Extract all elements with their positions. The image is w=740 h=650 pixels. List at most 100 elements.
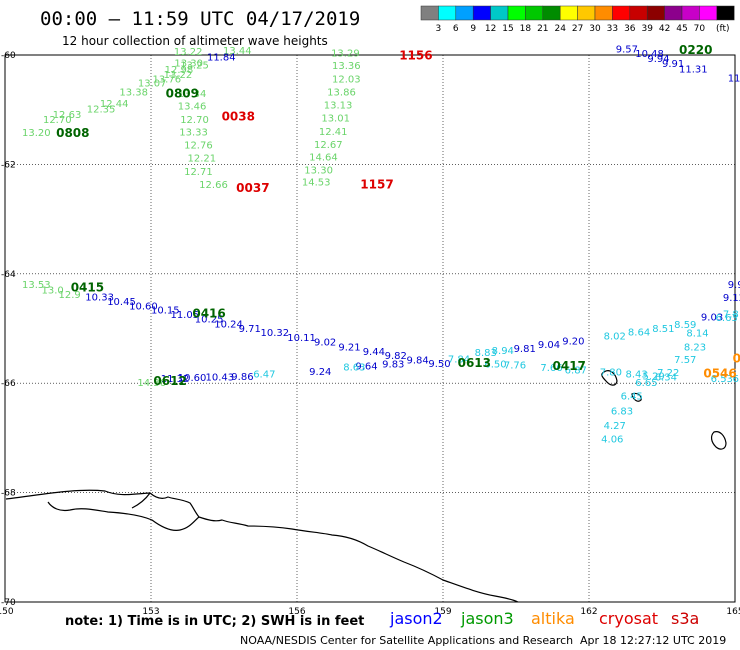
wave-height-value: 14.36	[137, 378, 166, 389]
wave-height-value: 9.44	[363, 347, 385, 358]
wave-height-value: 10.60	[178, 373, 207, 384]
lon-label: 162	[580, 607, 597, 617]
wave-height-value: 11.31	[679, 65, 708, 76]
wave-height-value: 8.64	[628, 328, 650, 339]
pass-time-label: 0613	[458, 356, 491, 370]
footer-note: note: 1) Time is in UTC; 2) SWH is in fe…	[65, 614, 364, 629]
wave-height-value: 12.63	[53, 110, 82, 121]
legend-swatch	[629, 5, 648, 21]
satellite-name: cryosat	[599, 609, 658, 628]
wave-height-value: 13.07	[138, 79, 167, 90]
wave-height-value: 8.51	[652, 324, 674, 335]
wave-height-value: 12.67	[314, 140, 343, 151]
wave-height-value: 12.76	[184, 141, 213, 152]
wave-height-value: 13.30	[174, 58, 203, 69]
pass-time-label: 0415	[71, 280, 104, 294]
wave-height-value: 13.29	[331, 49, 360, 60]
legend-swatch	[577, 5, 596, 21]
wave-height-value: 10.15	[151, 306, 180, 317]
lat-label: -60	[1, 51, 16, 61]
satellite-legend: jason2 jason3 altika cryosat s3a	[389, 609, 699, 628]
satellite-name: s3a	[671, 609, 699, 628]
island-1	[601, 370, 618, 386]
pass-time-label: 0038	[222, 110, 255, 124]
wave-height-value: 6.47	[253, 370, 275, 381]
legend-swatch	[646, 5, 665, 21]
color-legend: 3 6 9 12 15 18 21 24 27 30 33 36 39 42 45 70 (ft)	[420, 5, 735, 34]
wave-height-value: 9.81	[514, 344, 536, 355]
wave-height-value: 10.43	[206, 372, 235, 383]
wave-height-value: 8.94	[492, 346, 514, 357]
lon-label: 150	[0, 607, 14, 617]
antarctic-coast	[5, 489, 519, 603]
lon-label: 159	[434, 607, 451, 617]
coast-inlet	[47, 501, 200, 531]
wave-height-value: 8.83	[475, 348, 497, 359]
satellite-name: jason2	[389, 609, 443, 628]
legend-swatch	[699, 5, 718, 21]
lat-label: -68	[1, 489, 16, 499]
wave-height-value: 7.57	[674, 355, 696, 366]
wave-height-value: 12.70	[180, 115, 209, 126]
legend-label: 33	[607, 24, 618, 34]
pass-time-label: 0417	[553, 359, 586, 373]
legend-swatch	[594, 5, 613, 21]
wave-height-value: 13.34	[178, 89, 207, 100]
legend-swatch	[507, 5, 526, 21]
map-title: 00:00 – 11:59 UTC 04/17/2019	[40, 8, 360, 30]
legend-swatch	[455, 5, 474, 21]
wave-height-value: 9.03	[701, 312, 723, 323]
axis-labels: -60 -62 -64 -66 -68 -70150 153 156 159 162 165	[0, 51, 740, 617]
wave-height-value: 13.20	[22, 128, 51, 139]
lat-label: -64	[1, 270, 16, 280]
legend-swatch	[681, 5, 700, 21]
wave-height-value: 12.35	[87, 104, 116, 115]
wave-height-value: 13.01	[321, 114, 350, 125]
wave-height-value: 10.33	[85, 293, 114, 304]
pass-time-label: 0612	[153, 374, 186, 388]
wave-height-value: 8.63	[343, 363, 365, 374]
pass-time-label: 0546	[733, 351, 740, 365]
wave-height-value: 6.8	[733, 374, 740, 385]
wave-height-value: 11.84	[207, 52, 236, 63]
wave-height-value: 11.32	[161, 374, 190, 385]
wave-height-value: 8.43	[626, 370, 648, 381]
wave-height-value: 9.94	[647, 54, 669, 65]
wave-height-value: 12.98	[165, 65, 194, 76]
wave-height-value: 13.86	[327, 87, 356, 98]
wave-height-value: 13.36	[332, 61, 361, 72]
wave-height-value: 13.30	[304, 166, 333, 177]
wave-height-value: 13.0	[42, 285, 64, 296]
wave-height-value: 13.46	[178, 102, 207, 113]
wave-height-value: 9.57	[616, 44, 638, 55]
wave-height-value: 9.71	[239, 324, 261, 335]
legend-label: 6	[453, 24, 459, 34]
wave-height-value: 9.64	[355, 362, 377, 373]
legend-swatch	[420, 5, 439, 21]
wave-height-value: 5.29	[643, 371, 665, 382]
pass-time-label: 0220	[679, 43, 712, 57]
wave-height-value: 4.06	[601, 434, 623, 445]
wave-height-value: 6.87	[565, 365, 587, 376]
legend-swatch	[525, 5, 544, 21]
wave-height-value: 13.13	[324, 101, 353, 112]
wave-height-value: 14.64	[309, 153, 338, 164]
legend-swatch	[612, 5, 631, 21]
wave-height-value: 6.65	[635, 378, 657, 389]
credit-line: NOAA/NESDIS Center for Satellite Applica…	[240, 634, 573, 647]
footer-timestamp: Apr 18 12:27:12 UTC 2019	[580, 634, 726, 647]
wave-height-value: 9.20	[562, 336, 584, 347]
wave-height-value: 13.44	[223, 46, 252, 57]
wave-height-value: 9.24	[309, 367, 331, 378]
pass-time-labels: 0808 0809 0038 0037 1156 1157 0220 0415 0416 0612…	[56, 43, 740, 388]
wave-height-value: 10.32	[261, 328, 290, 339]
legend-unit: (ft)	[716, 24, 730, 34]
wave-height-value: 6.83	[611, 406, 633, 417]
legend-label: 30	[589, 24, 601, 34]
wave-height-value: 6.53	[711, 374, 733, 385]
legend-swatch	[542, 5, 561, 21]
legend-label: 42	[659, 24, 670, 34]
wave-height-value: 13.22	[174, 47, 203, 58]
legend-swatch	[716, 5, 735, 21]
satellite-name: jason3	[460, 609, 514, 628]
